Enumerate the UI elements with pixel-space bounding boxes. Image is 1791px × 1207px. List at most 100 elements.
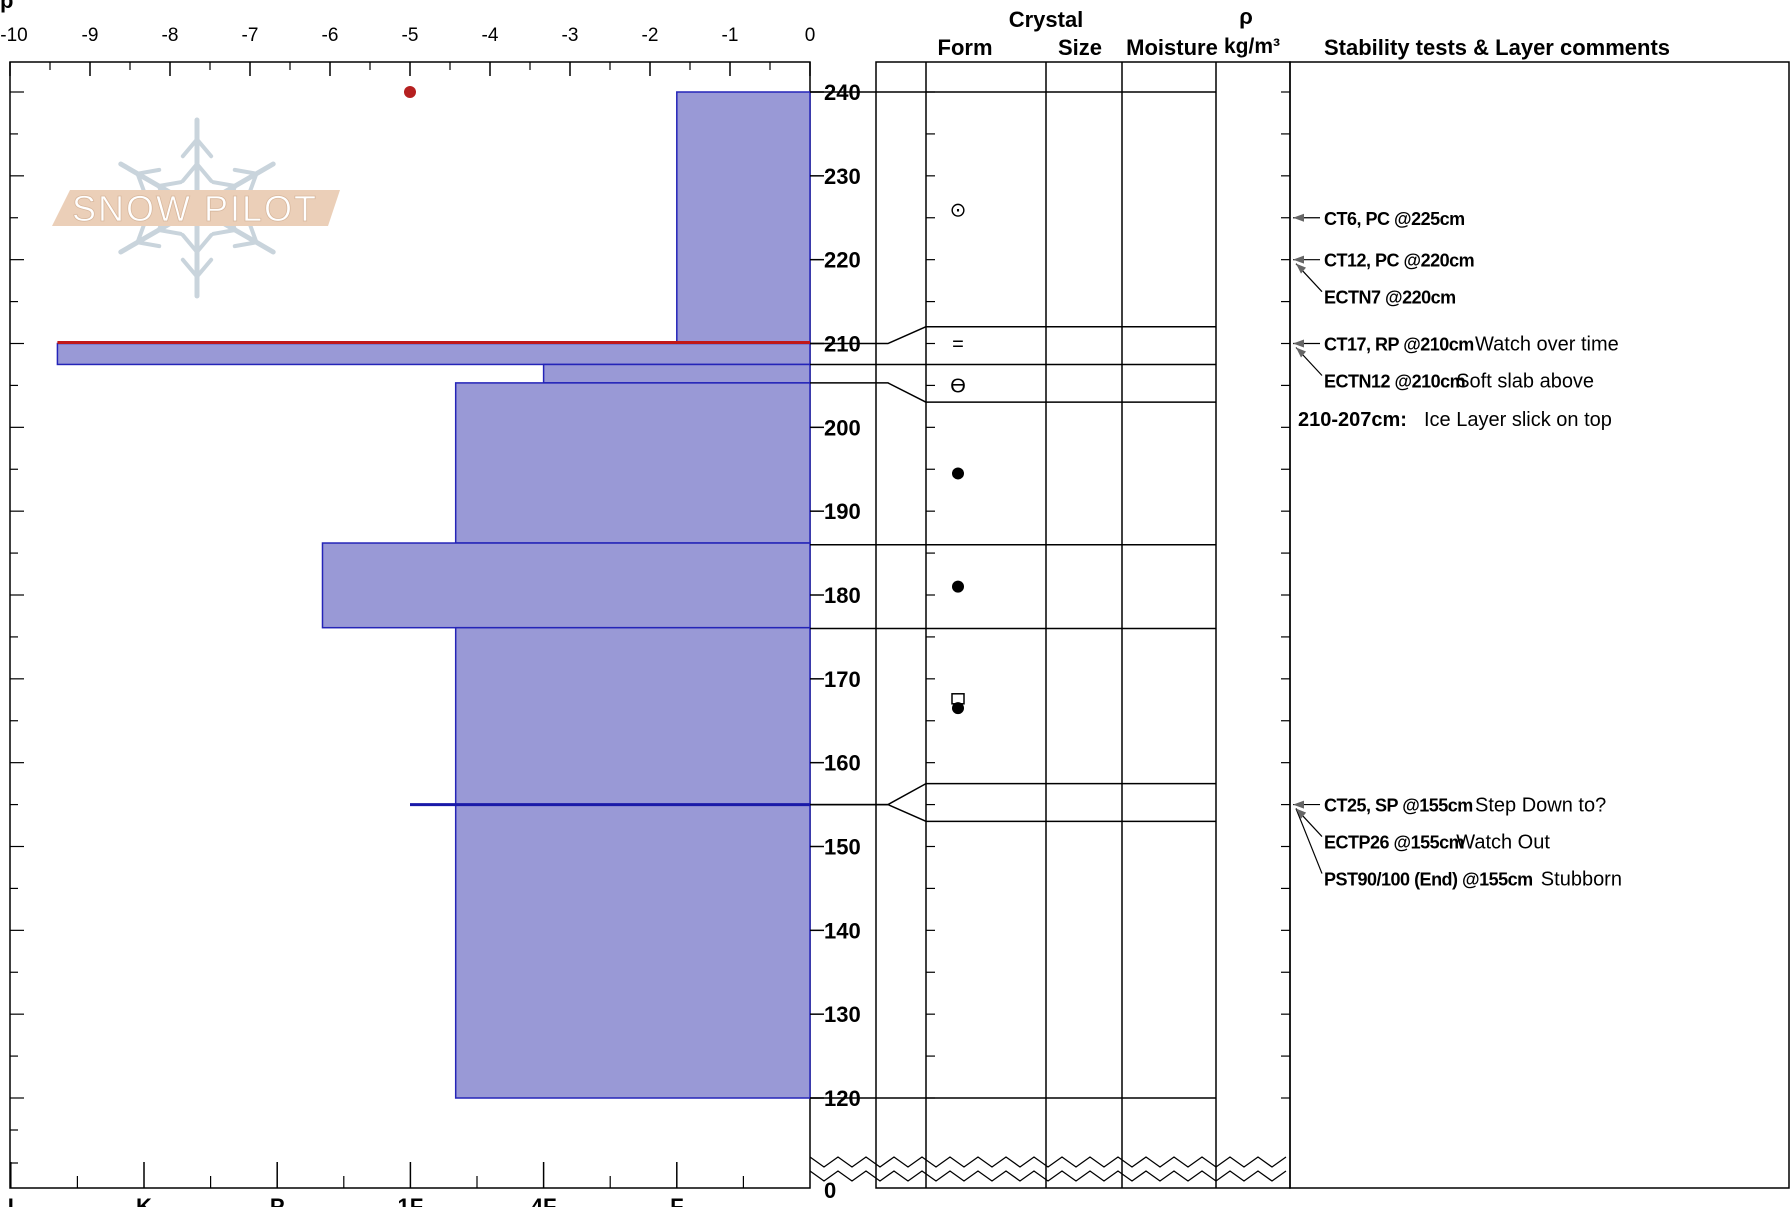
temperature-tick-label: -8: [162, 25, 179, 46]
stability-arrow-head: [1293, 255, 1304, 264]
logo-snowflake-branch: [195, 137, 214, 159]
depth-tick-label: 170: [824, 667, 861, 692]
depth-bottom-label: 0: [824, 1178, 836, 1203]
hardness-layer-bar: [56, 342, 811, 366]
form-symbol-rounded-grains: [952, 580, 964, 593]
logo-snowflake-branch: [135, 240, 162, 249]
axis-break-zigzag: [809, 1170, 1287, 1182]
temperature-tick-label: -1: [722, 25, 739, 46]
depth-tick-label: 230: [824, 164, 861, 189]
stability-test-label: CT12, PC @220cm: [1324, 251, 1474, 271]
logo-snowflake-branch: [195, 233, 214, 254]
logo-snowflake-branch: [211, 228, 238, 236]
logo-snowflake-branch: [232, 167, 259, 176]
axis-break-zigzag: [809, 1156, 1287, 1168]
stability-test-label: ECTN12 @210cm: [1324, 372, 1465, 392]
logo-snowflake-branch: [180, 162, 199, 183]
stability-test-note: Stubborn: [1541, 869, 1622, 891]
layer-table-frame: [875, 61, 1291, 1189]
depth-tick-label: 140: [824, 918, 861, 943]
hardness-layer-bar: [321, 542, 811, 629]
hardness-tick-label: 4F: [531, 1194, 557, 1207]
stability-panel-frame: [1289, 61, 1790, 1189]
stability-test-note: Step Down to?: [1475, 795, 1606, 817]
stability-arrow-head: [1296, 808, 1306, 819]
logo-banner: [52, 190, 340, 226]
logo-snowflake-branch: [156, 180, 183, 188]
logo-snowflake-branch: [156, 228, 183, 236]
stability-tests-panel: CT6, PC @225cm CT12, PC @220cm ECTN7 @220c…: [1289, 61, 1790, 1189]
form-symbol: ϴ: [950, 375, 966, 397]
depth-tick-label: 150: [824, 835, 861, 860]
hardness-layer-bar: [676, 91, 811, 345]
hardness-tick-label: P: [270, 1194, 285, 1207]
logo-snowflake-branch: [180, 137, 199, 159]
stability-test-label: CT17, RP @210cm: [1324, 335, 1474, 355]
logo-snowflake-branch: [195, 257, 214, 279]
depth-tick-label: 200: [824, 415, 861, 440]
form-symbol-rounded-grains: [952, 702, 964, 715]
hardness-profile-panel: -10 -9 -8 -7 -6 -5 -4 -3 -2 -1 0pI K P 1F 4F F: [0, 0, 815, 1207]
depth-tick-label: 160: [824, 751, 861, 776]
hardness-tick-label: K: [136, 1194, 152, 1207]
temperature-tick-label: -6: [322, 25, 339, 46]
stability-arrow-head: [1293, 800, 1304, 809]
stability-arrow-head: [1296, 263, 1306, 274]
stability-test-label: CT6, PC @225cm: [1324, 209, 1465, 229]
snow-pilot-logo: SNOW PILOT: [52, 117, 340, 299]
temperature-tick-label: -4: [482, 25, 499, 46]
stability-test-note: Watch Out: [1456, 832, 1550, 854]
hardness-tick-label: F: [670, 1194, 683, 1207]
stability-test-label: ECTN7 @220cm: [1324, 288, 1456, 308]
logo-snowflake-branch: [195, 162, 214, 183]
form-symbol: =: [952, 334, 964, 356]
layer-connector-line: [810, 803, 927, 823]
header-crystal: Crystal: [1009, 7, 1084, 32]
stability-test-note: Soft slab above: [1456, 371, 1594, 393]
header-form: Form: [938, 35, 993, 60]
stability-arrow-line: [1295, 808, 1323, 874]
form-symbol: ⊙: [950, 199, 967, 221]
depth-tick-label: 180: [824, 583, 861, 608]
stability-test-label: ECTP26 @155cm: [1324, 833, 1464, 853]
layer-comment-range: 210-207cm:: [1298, 409, 1407, 431]
temperature-tick-label: -2: [642, 25, 659, 46]
temperature-tick-label: -9: [82, 25, 99, 46]
header-rho: ρ: [1239, 4, 1253, 29]
form-symbol-rounded-grains: [952, 467, 964, 480]
depth-tick-label: 220: [824, 248, 861, 273]
hardness-tick-label: 1F: [398, 1194, 424, 1207]
temperature-tick-label: -3: [562, 25, 579, 46]
header-size: Size: [1058, 35, 1102, 60]
logo-snowflake-branch: [211, 180, 238, 188]
temperature-tick-label: -10: [0, 25, 27, 46]
layer-connector-line: [810, 382, 927, 403]
temperature-tick-label: -7: [242, 25, 259, 46]
header-density-unit: kg/m³: [1224, 35, 1280, 58]
stability-arrow-head: [1296, 347, 1306, 358]
air-temperature-point: [404, 86, 416, 98]
hardness-layer-bar: [454, 382, 811, 544]
layer-comment-text: Ice Layer slick on top: [1424, 409, 1612, 431]
temperature-tick-label: 0: [805, 25, 816, 46]
stability-arrow-head: [1293, 213, 1304, 222]
hardness-layer-bar: [454, 626, 811, 1099]
depth-tick-label: 130: [824, 1002, 861, 1027]
logo-snowflake-branch: [180, 233, 199, 254]
logo-text: SNOW PILOT: [72, 188, 318, 229]
stability-test-note: Watch over time: [1475, 334, 1619, 356]
hardness-layer-bar: [542, 363, 811, 384]
layer-connector-line: [810, 782, 927, 806]
stability-test-label: CT25, SP @155cm: [1324, 796, 1473, 816]
header-moisture: Moisture: [1126, 35, 1218, 60]
logo-snowflake-branch: [232, 240, 259, 249]
hardness-tick-label: I: [8, 1194, 14, 1207]
stability-test-label: PST90/100 (End) @155cm: [1324, 870, 1533, 890]
temperature-axis-label: p: [0, 0, 13, 13]
layer-connector-line: [810, 326, 927, 345]
temperature-tick-label: -5: [402, 25, 419, 46]
logo-snowflake-branch: [135, 167, 162, 176]
depth-tick-label: 190: [824, 499, 861, 524]
